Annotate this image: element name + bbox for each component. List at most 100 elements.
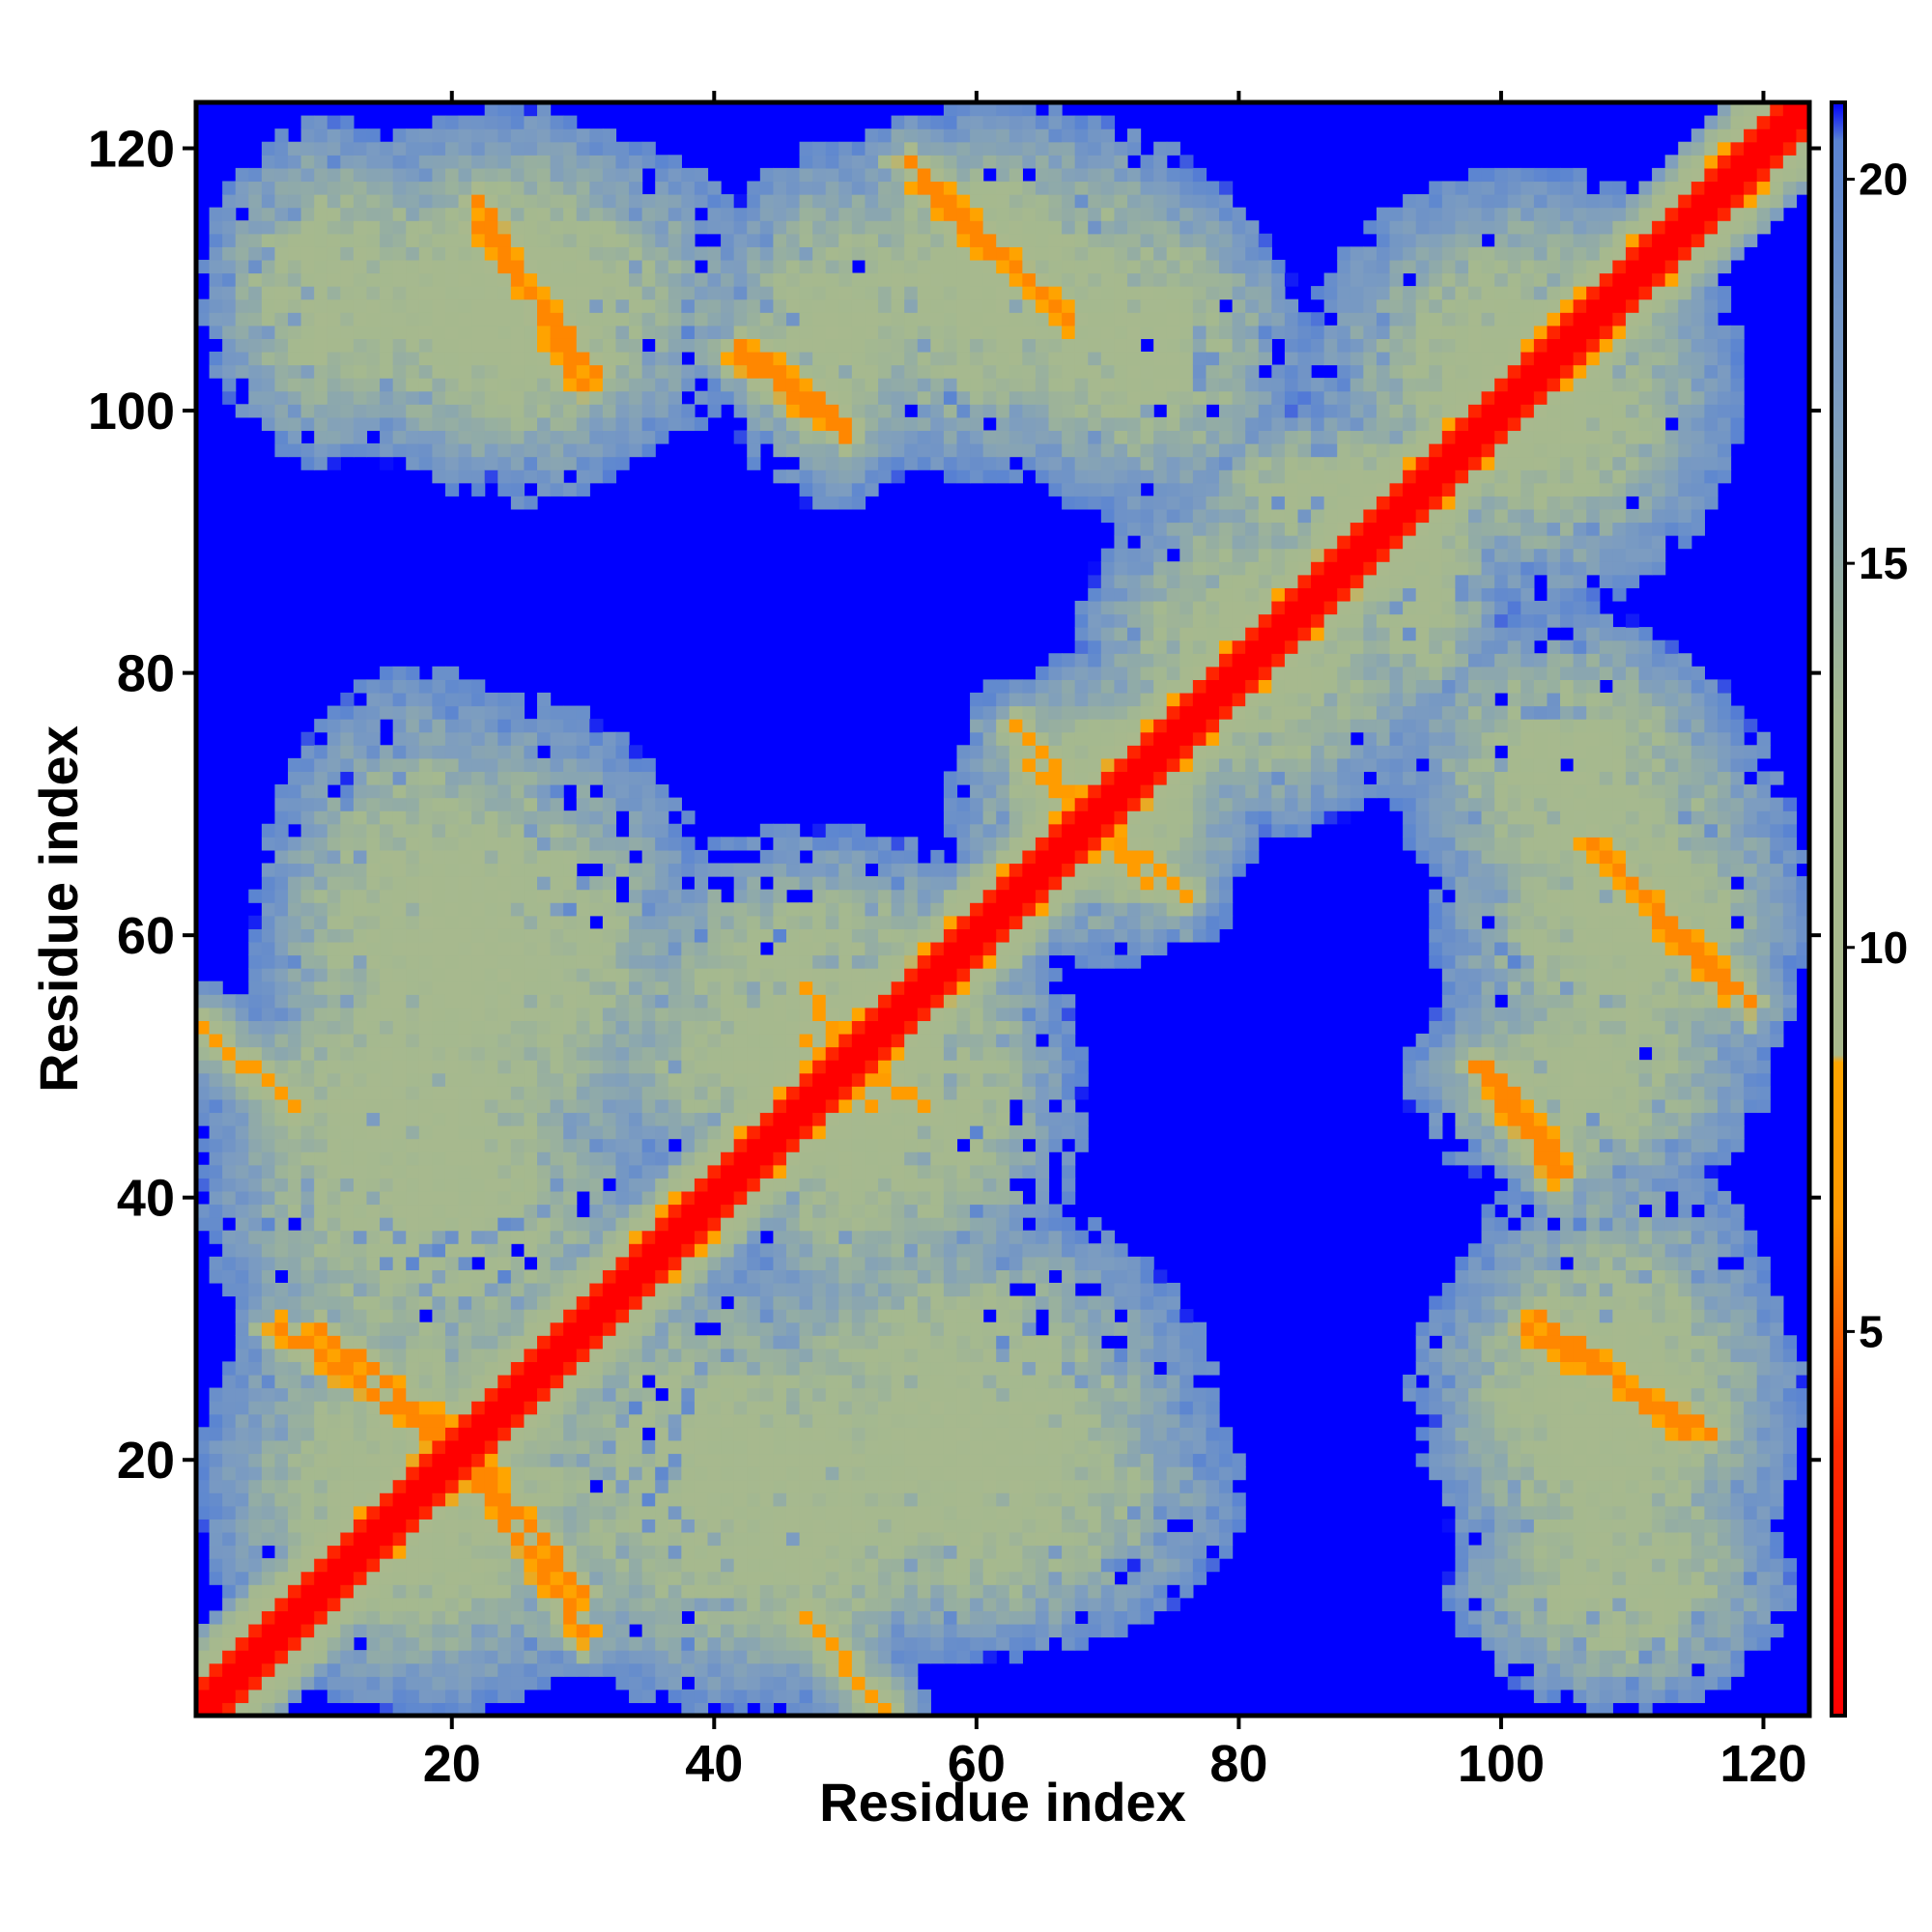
heatmap-cell xyxy=(524,1610,538,1625)
heatmap-cell xyxy=(235,364,249,379)
heatmap-cell xyxy=(510,810,526,825)
heatmap-cell xyxy=(773,1086,787,1100)
heatmap-cell xyxy=(537,1479,552,1493)
heatmap-cell xyxy=(524,1492,538,1507)
heatmap-cell xyxy=(484,837,498,851)
heatmap-cell xyxy=(340,902,355,917)
heatmap-cell xyxy=(392,1401,407,1415)
heatmap-cell xyxy=(747,1453,761,1467)
heatmap-cell xyxy=(615,1309,630,1323)
heatmap-cell xyxy=(406,1545,420,1559)
heatmap-cell xyxy=(851,1295,867,1310)
heatmap-cell xyxy=(799,1584,813,1599)
heatmap-cell xyxy=(629,1112,643,1126)
heatmap-cell xyxy=(785,823,801,838)
heatmap-cell xyxy=(629,837,643,851)
heatmap-cell xyxy=(602,1387,617,1402)
heatmap-cell xyxy=(340,259,355,274)
heatmap-cell xyxy=(773,1479,787,1493)
heatmap-cell xyxy=(327,1335,341,1350)
heatmap-cell xyxy=(759,889,774,903)
heatmap-cell xyxy=(681,1217,696,1232)
heatmap-cell xyxy=(589,338,604,353)
heatmap-cell xyxy=(747,1387,761,1402)
heatmap-cell xyxy=(471,1125,486,1140)
heatmap-cell xyxy=(300,1204,315,1218)
heatmap-cell xyxy=(851,416,867,432)
heatmap-cell xyxy=(707,1046,722,1061)
heatmap-cell xyxy=(629,207,643,221)
heatmap-cell xyxy=(444,810,460,825)
heatmap-cell xyxy=(458,194,472,209)
heatmap-cell xyxy=(327,1662,341,1677)
heatmap-cell xyxy=(721,915,735,929)
heatmap-cell xyxy=(537,1636,552,1651)
heatmap-cell xyxy=(602,1479,617,1493)
heatmap-cell xyxy=(785,902,801,917)
heatmap-cell xyxy=(681,1662,696,1677)
heatmap-cell xyxy=(497,102,512,117)
heatmap-cell xyxy=(510,167,526,183)
heatmap-cell xyxy=(799,1623,813,1638)
heatmap-cell xyxy=(668,1453,682,1467)
heatmap-cell xyxy=(615,837,630,851)
heatmap-cell xyxy=(484,1060,498,1074)
heatmap-cell xyxy=(222,1597,237,1611)
heatmap-cell xyxy=(537,1046,552,1061)
heatmap-cell xyxy=(576,351,590,366)
heatmap-cell xyxy=(694,390,709,405)
heatmap-cell xyxy=(314,1178,328,1192)
heatmap-cell xyxy=(484,1348,498,1363)
heatmap-cell xyxy=(721,1138,735,1152)
heatmap-cell xyxy=(406,1610,420,1625)
heatmap-cell xyxy=(235,1453,249,1467)
heatmap-cell xyxy=(747,941,761,956)
heatmap-cell xyxy=(366,1558,381,1573)
heatmap-cell xyxy=(392,679,407,694)
heatmap-cell xyxy=(773,954,787,969)
heatmap-cell xyxy=(838,941,853,956)
heatmap-cell xyxy=(222,259,237,274)
heatmap-cell xyxy=(733,1098,748,1114)
heatmap-cell xyxy=(261,1309,276,1323)
heatmap-cell xyxy=(353,837,368,851)
heatmap-cell xyxy=(629,272,643,287)
heatmap-cell xyxy=(340,1256,355,1270)
heatmap-cell xyxy=(825,1020,839,1035)
heatmap-cell xyxy=(471,1178,486,1192)
heatmap-cell xyxy=(537,797,552,811)
heatmap-cell xyxy=(340,1531,355,1547)
heatmap-cell xyxy=(366,155,381,169)
heatmap-cell xyxy=(694,1164,709,1179)
heatmap-cell xyxy=(432,1466,446,1481)
heatmap-cell xyxy=(747,1623,761,1638)
heatmap-cell xyxy=(629,941,643,956)
heatmap-cell xyxy=(327,863,341,877)
heatmap-cell xyxy=(510,1558,526,1573)
heatmap-cell xyxy=(300,1479,315,1493)
heatmap-cell xyxy=(366,220,381,235)
heatmap-cell xyxy=(825,286,839,300)
heatmap-cell xyxy=(825,1151,839,1166)
heatmap-cell xyxy=(602,928,617,943)
heatmap-cell xyxy=(353,1138,368,1152)
heatmap-cell xyxy=(196,1007,211,1022)
heatmap-cell xyxy=(300,1584,315,1599)
heatmap-cell xyxy=(878,1623,893,1638)
heatmap-cell xyxy=(222,1610,237,1625)
heatmap-cell xyxy=(196,259,211,274)
heatmap-cell xyxy=(602,1453,617,1467)
heatmap-cell xyxy=(615,1439,630,1455)
heatmap-cell xyxy=(563,968,578,982)
heatmap-cell xyxy=(537,1112,552,1126)
heatmap-cell xyxy=(366,416,381,432)
heatmap-cell xyxy=(406,810,420,825)
heatmap-cell xyxy=(721,980,735,995)
heatmap-cell xyxy=(733,837,748,851)
heatmap-cell xyxy=(615,1531,630,1547)
heatmap-cell xyxy=(248,167,263,183)
heatmap-cell xyxy=(851,1309,867,1323)
heatmap-cell xyxy=(432,941,446,956)
heatmap-cell xyxy=(288,1676,302,1690)
